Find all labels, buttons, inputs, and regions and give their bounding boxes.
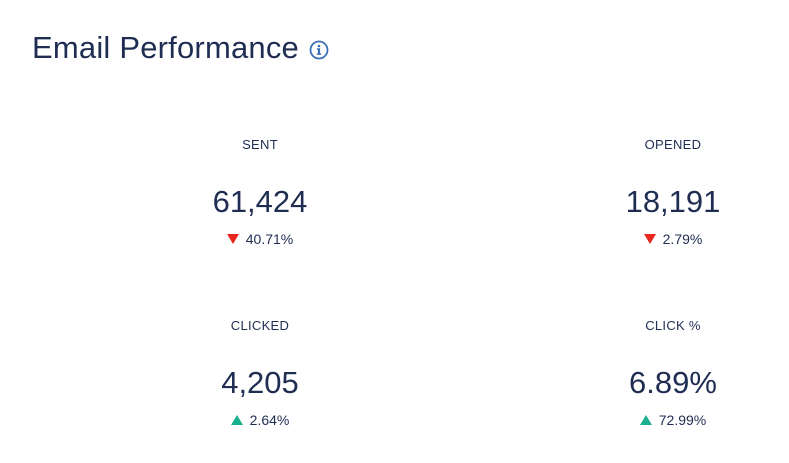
stat-label: CLICKED [230, 318, 290, 333]
stat-label: SENT [242, 137, 278, 152]
stat-value: 61,424 [212, 184, 308, 219]
info-icon[interactable] [309, 40, 329, 60]
stat-change: 2.64% [140, 411, 380, 429]
stat-label: CLICK % [645, 318, 701, 333]
triangle-down-icon [226, 234, 239, 244]
header: Email Performance [32, 28, 329, 68]
triangle-up-icon [230, 415, 243, 425]
triangle-down-icon [643, 234, 656, 244]
stat-clicked: CLICKED 4,205 2.64% [140, 318, 380, 429]
stat-label: OPENED [644, 137, 702, 152]
stat-change: 2.79% [553, 230, 789, 248]
stat-value: 4,205 [221, 365, 299, 400]
page-title: Email Performance [32, 30, 299, 65]
stat-change-value: 72.99% [658, 412, 707, 428]
stat-opened: OPENED 18,191 2.79% [553, 137, 789, 248]
stat-sent: SENT 61,424 40.71% [140, 137, 380, 248]
stat-click-percent: CLICK % 6.89% 72.99% [553, 318, 789, 429]
triangle-up-icon [639, 415, 652, 425]
stat-change-value: 2.79% [662, 231, 703, 247]
stat-change: 72.99% [553, 411, 789, 429]
stat-change-value: 40.71% [245, 231, 294, 247]
stat-value: 18,191 [625, 184, 721, 219]
stat-change: 40.71% [140, 230, 380, 248]
stat-value: 6.89% [629, 365, 717, 400]
stat-change-value: 2.64% [249, 412, 290, 428]
